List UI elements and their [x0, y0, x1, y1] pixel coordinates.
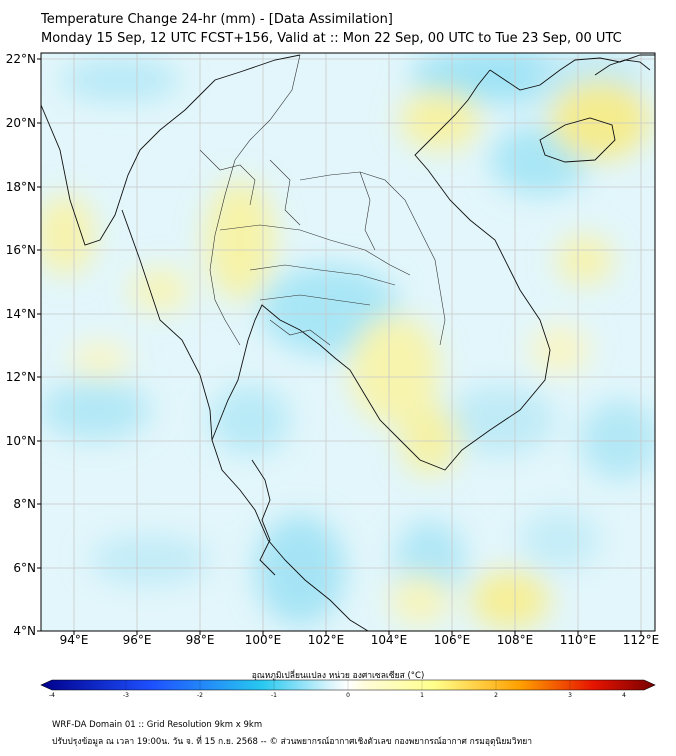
footer-credits: ปรับปรุงข้อมูล ณ เวลา 19:00น. วัน จ. ที่…: [52, 737, 533, 747]
lon-label: 98°E: [185, 633, 215, 647]
lon-label: 96°E: [122, 633, 152, 647]
lat-label: 10°N: [5, 434, 36, 448]
colorbar-tick: -4: [49, 692, 55, 699]
lat-label: 12°N: [5, 370, 36, 384]
lat-label: 20°N: [5, 116, 36, 130]
colorbar-tick: 3: [568, 692, 572, 699]
admin-borders: [199, 54, 446, 346]
lon-label: 104°E: [370, 633, 408, 647]
lat-label: 6°N: [13, 561, 36, 575]
lat-label: 16°N: [5, 243, 36, 257]
lon-label: 112°E: [622, 633, 660, 647]
lat-label: 8°N: [13, 497, 36, 511]
lon-label: 108°E: [496, 633, 534, 647]
colorbar-tick: 0: [346, 692, 350, 699]
lon-label: 100°E: [244, 633, 282, 647]
colorbar-tick: 1: [420, 692, 424, 699]
map-frame: [40, 52, 656, 632]
footer-model-info: WRF-DA Domain 01 :: Grid Resolution 9km …: [52, 720, 263, 730]
chart-subtitle: Monday 15 Sep, 12 UTC FCST+156, Valid at…: [41, 31, 622, 46]
temperature-field: [41, 53, 655, 631]
colorbar-tick: 2: [494, 692, 498, 699]
lon-label: 106°E: [433, 633, 471, 647]
chart-title: Temperature Change 24-hr (mm) - [Data As…: [41, 12, 393, 27]
colorbar-title: อุณหภูมิเปลี่ยนแปลง หน่วย องศาเซลเซียส (…: [251, 671, 425, 681]
lon-label: 110°E: [559, 633, 597, 647]
lon-label: 102°E: [307, 633, 345, 647]
colorbar-tick: 4: [622, 692, 626, 699]
colorbar-tick: -1: [271, 692, 277, 699]
lat-label: 14°N: [5, 307, 36, 321]
coastlines: [41, 54, 655, 631]
colorbar-tick: -3: [123, 692, 129, 699]
colorbar: [40, 679, 656, 691]
lon-label: 94°E: [59, 633, 89, 647]
lat-label: 18°N: [5, 180, 36, 194]
lat-label: 4°N: [13, 624, 36, 638]
lat-label: 22°N: [5, 52, 36, 66]
colorbar-tick: -2: [197, 692, 203, 699]
axis-ticks: [37, 58, 642, 635]
graticule: [41, 53, 655, 631]
